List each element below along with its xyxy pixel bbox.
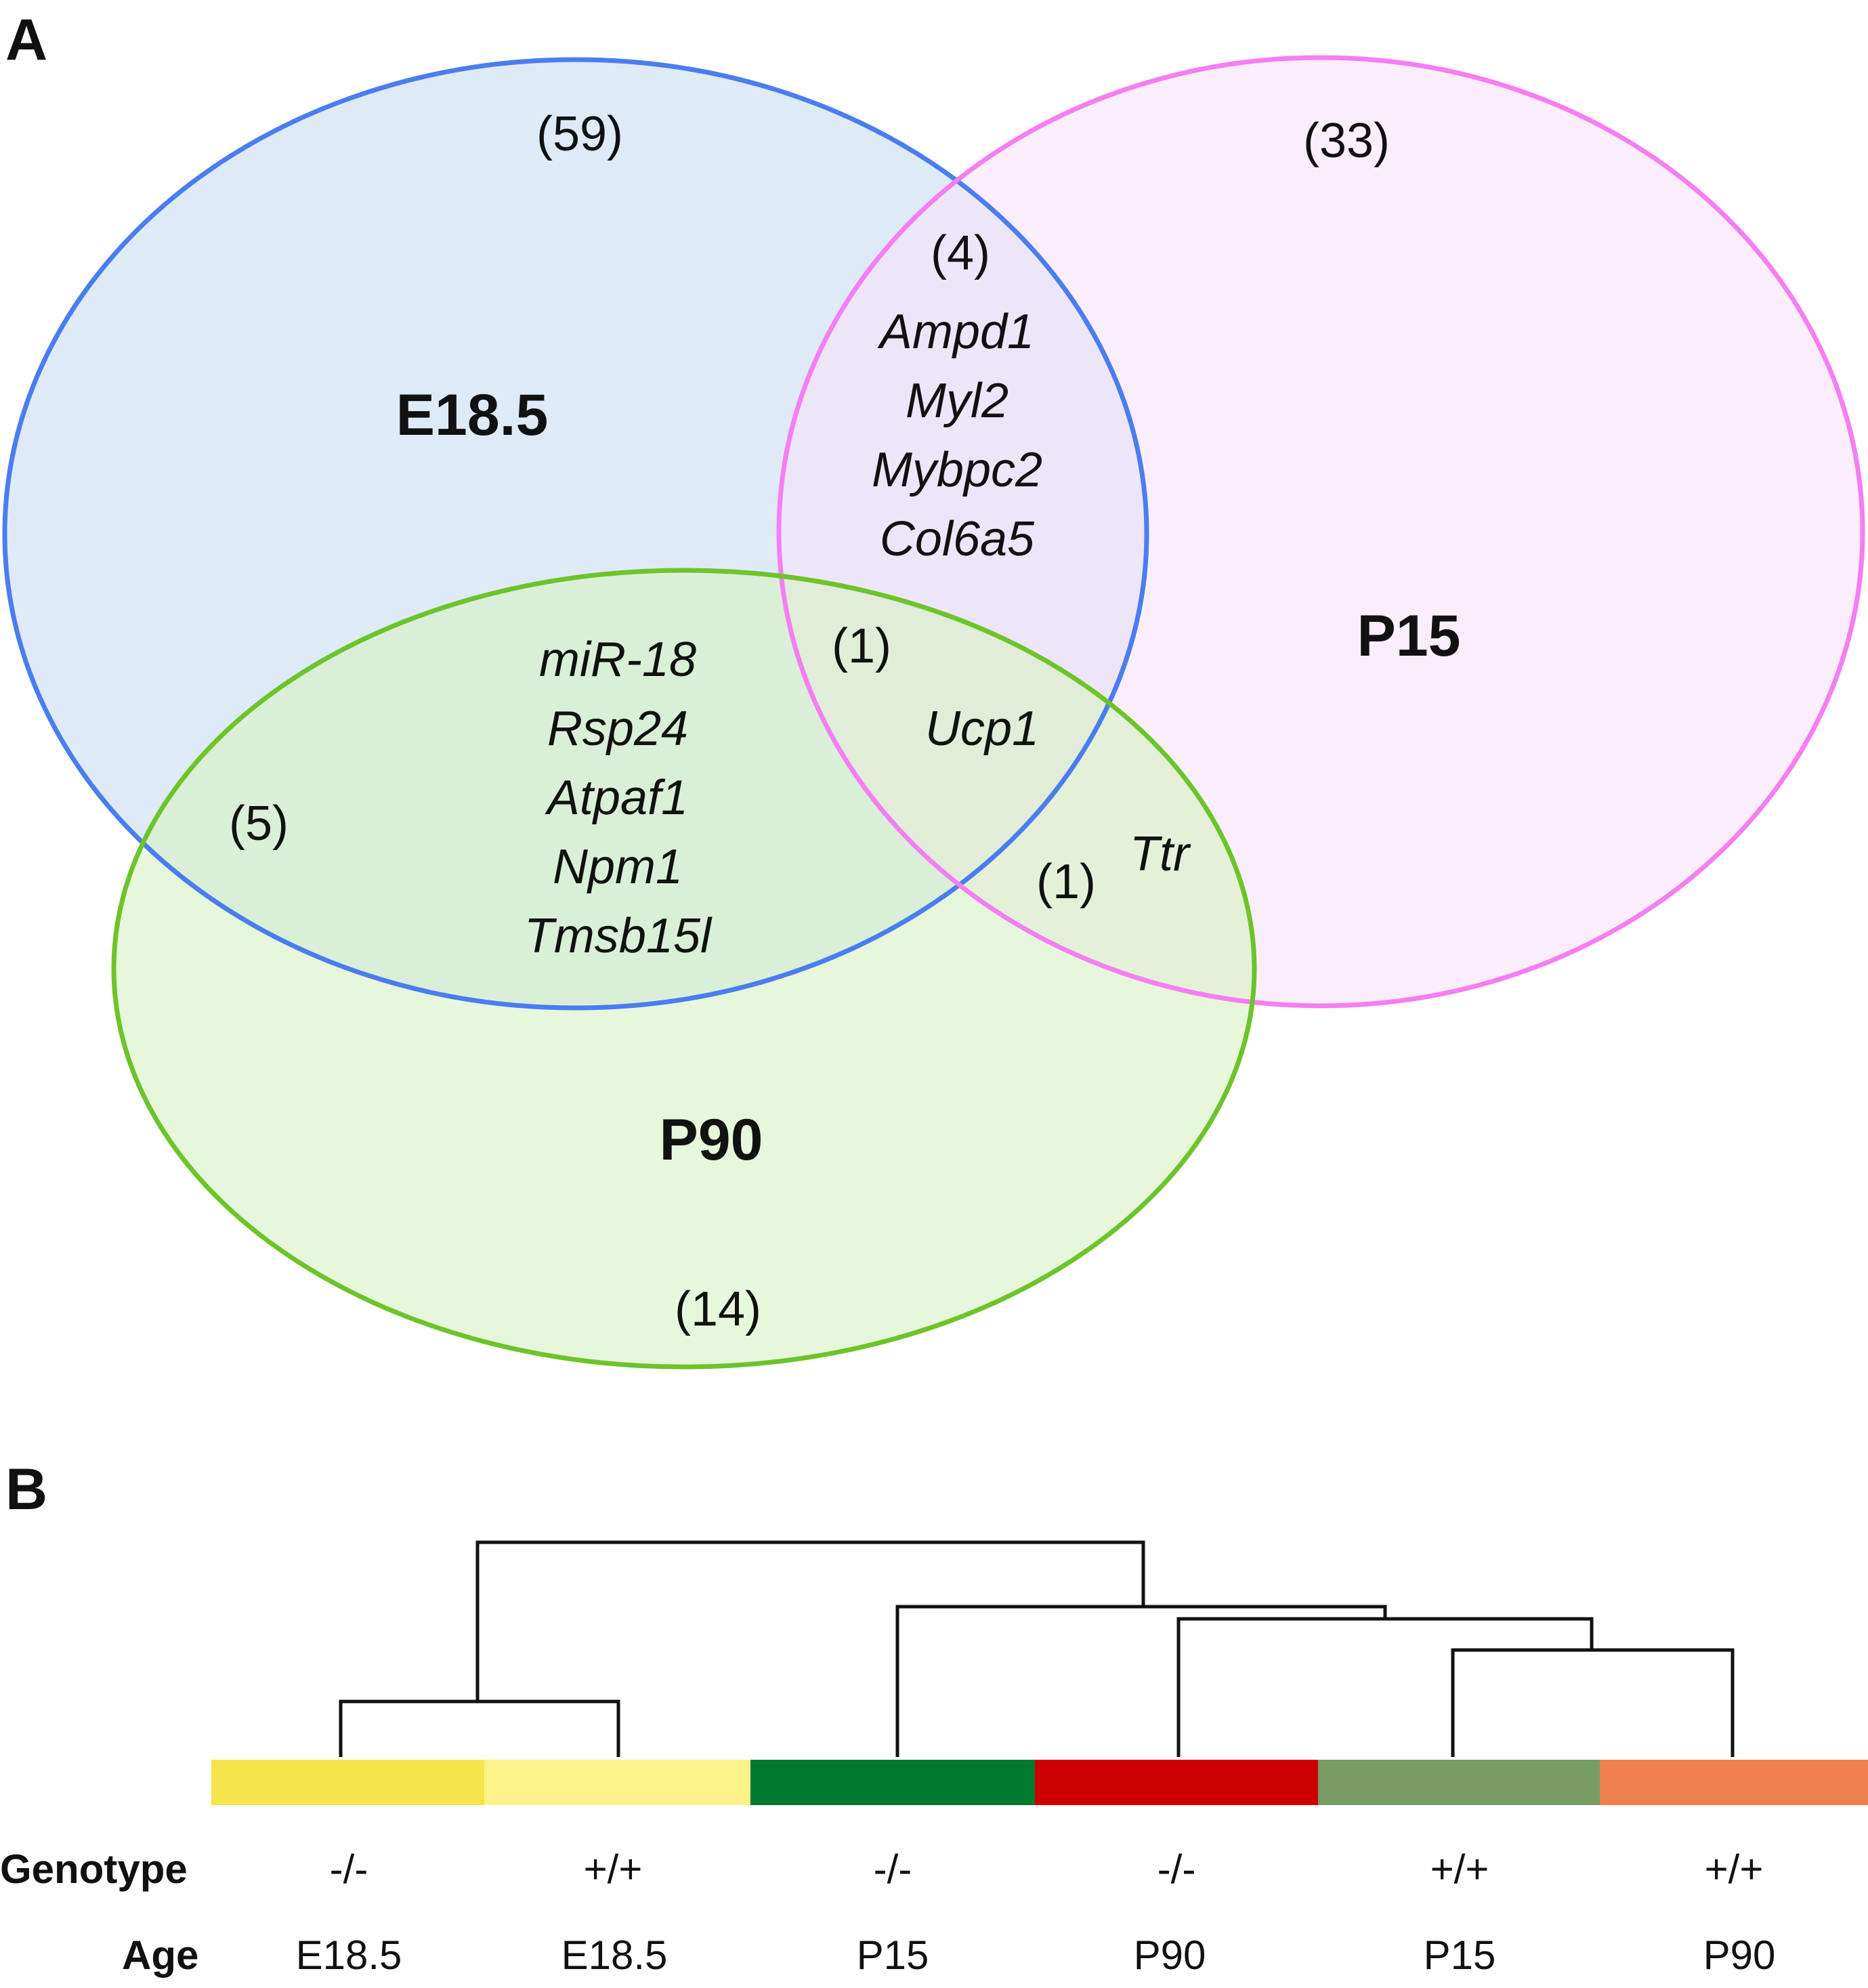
gene-label: Ampd1 [877,305,1034,359]
set-p90-outline [111,568,1257,1370]
dendrogram-branch [895,1605,1387,1757]
set-label-p90: P90 [659,1107,763,1172]
set-e18-outline [2,57,1149,1011]
genotype-cell: +/+ [1430,1846,1489,1892]
age-cell: E18.5 [561,1932,668,1978]
row-label-age: Age [122,1932,198,1978]
gene-label: Npm1 [553,840,683,894]
dendrogram-branch [1451,1648,1735,1757]
gene-label: Atpaf1 [545,771,688,825]
genotype-cell: -/- [1158,1846,1196,1892]
gene-label: Col6a5 [880,512,1035,566]
genotype-cell: +/+ [584,1846,643,1892]
age-cell: P90 [1134,1932,1206,1978]
dendrogram: Genotype Age -/- +/+ -/- -/- +/+ +/+ E18… [0,1540,1868,1978]
set-p90-fill [114,570,1254,1367]
age-cell: P90 [1703,1932,1776,1978]
gene-label: Tmsb15l [524,909,713,963]
gene-label: Mybpc2 [872,443,1042,497]
venn-diagram: E18.5 P15 P90 (59) (33) (4) (1) (5) (1) … [2,55,1865,1370]
count-e18-p15: (4) [931,226,990,280]
sample-color-bar [1600,1760,1868,1805]
sample-color-bar [1318,1760,1600,1805]
panel-label-a: A [5,7,47,72]
panel-label-b: B [5,1457,47,1522]
count-p90-only: (14) [675,1282,761,1336]
set-p15-outline [776,55,1865,1009]
genotype-cell: -/- [874,1846,912,1892]
gene-label: Ucp1 [925,702,1039,756]
dendrogram-branch [475,1540,1145,1701]
sample-color-bar [211,1760,484,1805]
row-label-genotype: Genotype [0,1846,188,1892]
count-p15-only: (33) [1303,114,1390,168]
genotype-cell: +/+ [1705,1846,1764,1892]
set-label-p15: P15 [1357,604,1460,669]
count-e18-p90: (5) [229,797,289,851]
gene-label: Ttr [1130,827,1191,881]
dendrogram-branch [1176,1617,1594,1757]
gene-label: miR-18 [539,633,696,687]
count-p15-p90: (1) [1036,855,1096,909]
gene-label: Rsp24 [547,702,688,756]
count-e18-only: (59) [536,107,623,161]
sample-color-bar [750,1760,1035,1805]
age-cell: E18.5 [296,1932,402,1978]
gene-label: Myl2 [906,374,1009,428]
set-label-e18: E18.5 [396,383,549,448]
genotype-cell: -/- [330,1846,368,1892]
sample-color-bar [484,1760,750,1805]
count-all-three: (1) [832,619,891,673]
sample-color-bar [1035,1760,1318,1805]
dendrogram-branch [339,1699,620,1757]
age-cell: P15 [857,1932,929,1978]
age-cell: P15 [1424,1932,1496,1978]
